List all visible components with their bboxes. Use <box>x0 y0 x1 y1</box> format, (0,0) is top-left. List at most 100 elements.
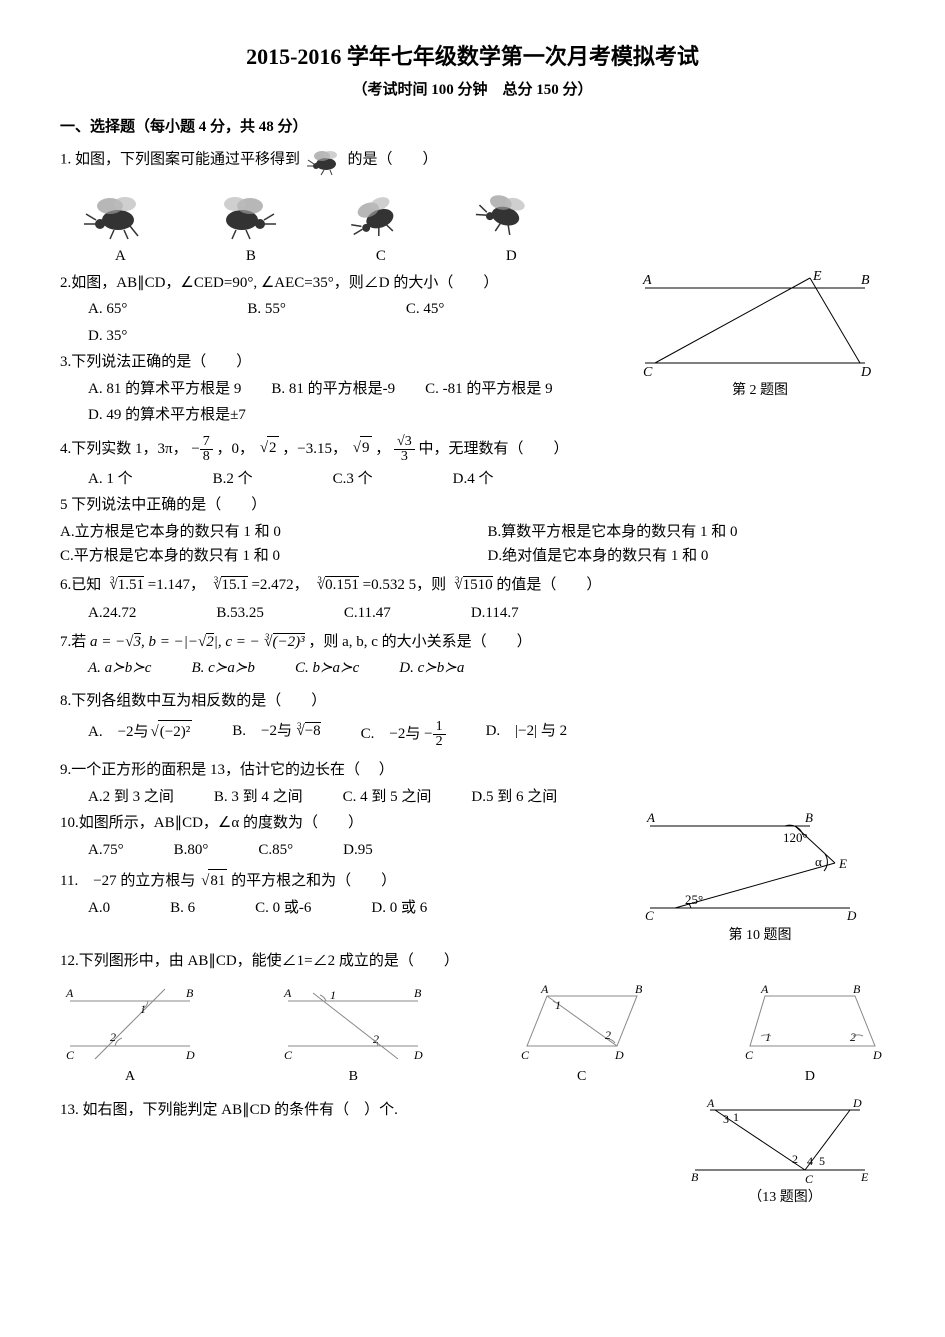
q9-opt-d: D.5 到 6 之间 <box>471 786 557 809</box>
q11-a: 11. −27 的立方根与 <box>60 873 195 889</box>
svg-text:C: C <box>645 908 654 923</box>
q10-opt-d: D.95 <box>343 839 373 862</box>
q3-opt-b: B. 81 的平方根是-9 <box>271 378 395 401</box>
q8-opt-b: B. −2与3√−8 <box>232 720 320 749</box>
svg-text:D: D <box>614 1048 624 1062</box>
q6-opt-c: C.11.47 <box>344 602 391 625</box>
q9-opt-a: A.2 到 3 之间 <box>88 786 174 809</box>
question-3: 3.下列说法正确的是（ ） <box>60 351 635 374</box>
q6-cbrt3: 3√0.151 <box>312 574 358 597</box>
q10-options: A.75° B.80° C.85° D.95 <box>88 839 635 862</box>
q7-options: A. a≻b≻c B. c≻a≻b C. b≻a≻c D. c≻b≻a <box>88 657 885 680</box>
svg-text:D: D <box>413 1048 423 1062</box>
q1-options-figures <box>80 186 885 241</box>
svg-text:1: 1 <box>765 1030 771 1044</box>
svg-text:E: E <box>838 856 847 871</box>
question-5: 5 下列说法中正确的是（ ） <box>60 494 885 517</box>
q6-cbrt1: 3√1.51 <box>105 574 144 597</box>
question-8: 8.下列各组数中互为相反数的是（ ） <box>60 690 885 713</box>
svg-text:A: A <box>642 273 652 288</box>
svg-text:D: D <box>872 1048 882 1062</box>
svg-text:D: D <box>185 1048 195 1062</box>
svg-text:4: 4 <box>807 1154 813 1168</box>
q7-opt-a: A. a≻b≻c <box>88 657 151 680</box>
q4-b: ，0， <box>217 440 255 456</box>
q4-sqrt9: 9 <box>351 436 372 460</box>
q6-b: 的值是（ ） <box>496 577 601 593</box>
svg-text:5: 5 <box>819 1154 825 1168</box>
q10-figure-caption: 第 10 题图 <box>635 925 885 946</box>
q5-options: A.立方根是它本身的数只有 1 和 0 B.算数平方根是它本身的数只有 1 和 … <box>60 521 885 568</box>
q12-diagrams: AB CD 1 2 A AB CD 1 2 B AB CD 1 <box>60 981 885 1087</box>
q7-expr: a = −√3, b = −|−√2|, c = −3√(−2)³ <box>90 634 308 650</box>
q8-opt-c: C. −2与 −12 <box>361 720 446 749</box>
svg-text:3: 3 <box>723 1112 729 1126</box>
q3-opt-c: C. -81 的平方根是 9 <box>425 378 553 401</box>
svg-text:2: 2 <box>373 1032 379 1046</box>
svg-text:B: B <box>635 982 643 996</box>
svg-text:B: B <box>853 982 861 996</box>
q6-opt-b: B.53.25 <box>216 602 264 625</box>
bee-option-d <box>470 186 540 241</box>
bee-option-b <box>210 186 280 241</box>
svg-text:B: B <box>805 810 813 825</box>
svg-text:2: 2 <box>792 1152 798 1166</box>
q9-opt-b: B. 3 到 4 之间 <box>214 786 303 809</box>
q6-options: A.24.72 B.53.25 C.11.47 D.114.7 <box>88 602 885 625</box>
svg-text:1: 1 <box>733 1110 739 1124</box>
q6-a: 6.已知 <box>60 577 101 593</box>
question-12: 12.下列图形中，由 AB∥CD，能使∠1=∠2 成立的是（ ） <box>60 950 885 973</box>
q4-a: 4.下列实数 1，3π， <box>60 440 188 456</box>
svg-text:D: D <box>846 908 857 923</box>
q8-options: A. −2与(−2)² B. −2与3√−8 C. −2与 −12 D. |−2… <box>88 720 885 749</box>
svg-text:C: C <box>66 1048 75 1062</box>
svg-text:C: C <box>745 1048 754 1062</box>
page-subtitle: （考试时间 100 分钟 总分 150 分） <box>60 79 885 102</box>
svg-text:A: A <box>540 982 549 996</box>
svg-text:C: C <box>284 1048 293 1062</box>
q7-b: ，则 a, b, c 的大小关系是（ ） <box>308 634 531 650</box>
q3-opt-d: D. 49 的算术平方根是±7 <box>88 404 246 427</box>
q1-label-b: B <box>246 245 256 268</box>
q10-opt-a: A.75° <box>88 839 124 862</box>
q12-diag-d: AB CD 1 2 D <box>735 981 885 1087</box>
q11-opt-b: B. 6 <box>170 897 195 920</box>
bee-icon-inline <box>304 144 344 176</box>
q1-label-c: C <box>376 245 386 268</box>
q6-e1: =1.147， <box>148 577 205 593</box>
q9-options: A.2 到 3 之间 B. 3 到 4 之间 C. 4 到 5 之间 D.5 到… <box>88 786 885 809</box>
q2-opt-a: A. 65° <box>88 298 127 321</box>
svg-text:B: B <box>861 273 870 288</box>
svg-text:B: B <box>414 986 422 1000</box>
q1-label-d: D <box>506 245 517 268</box>
q2-figure: A B C D E 第 2 题图 <box>635 268 885 401</box>
svg-text:C: C <box>521 1048 530 1062</box>
svg-text:α: α <box>815 854 822 869</box>
q5-opt-c: C.平方根是它本身的数只有 1 和 0 <box>60 545 458 568</box>
svg-text:C: C <box>805 1172 814 1185</box>
q4-options: A. 1 个 B.2 个 C.3 个 D.4 个 <box>88 468 885 491</box>
q2-figure-caption: 第 2 题图 <box>635 380 885 401</box>
q6-e3: =0.532 5，则 <box>363 577 446 593</box>
q8-opt-d: D. |−2| 与 2 <box>486 720 568 749</box>
svg-text:B: B <box>186 986 194 1000</box>
svg-text:120°: 120° <box>783 830 808 845</box>
svg-text:1: 1 <box>555 998 561 1012</box>
q11-opt-d: D. 0 或 6 <box>371 897 427 920</box>
question-1: 1. 如图，下列图案可能通过平移得到 的是（ ） <box>60 144 885 176</box>
q6-cbrt4: 3√1510 <box>450 574 493 597</box>
svg-text:E: E <box>812 269 822 284</box>
page-title: 2015-2016 学年七年级数学第一次月考模拟考试 <box>60 40 885 73</box>
svg-text:E: E <box>860 1170 869 1184</box>
q5-opt-b: B.算数平方根是它本身的数只有 1 和 0 <box>488 521 886 544</box>
q11-opt-c: C. 0 或-6 <box>255 897 311 920</box>
svg-text:2: 2 <box>850 1030 856 1044</box>
bee-option-c <box>340 186 410 241</box>
q4-e: 中，无理数有（ ） <box>418 440 568 456</box>
q6-opt-d: D.114.7 <box>471 602 519 625</box>
q12-diag-c: AB CD 1 2 C <box>507 981 657 1087</box>
q2-opt-d: D. 35° <box>88 325 127 348</box>
bee-option-a <box>80 186 150 241</box>
svg-text:25°: 25° <box>685 892 703 907</box>
q11-opt-a: A.0 <box>88 897 110 920</box>
